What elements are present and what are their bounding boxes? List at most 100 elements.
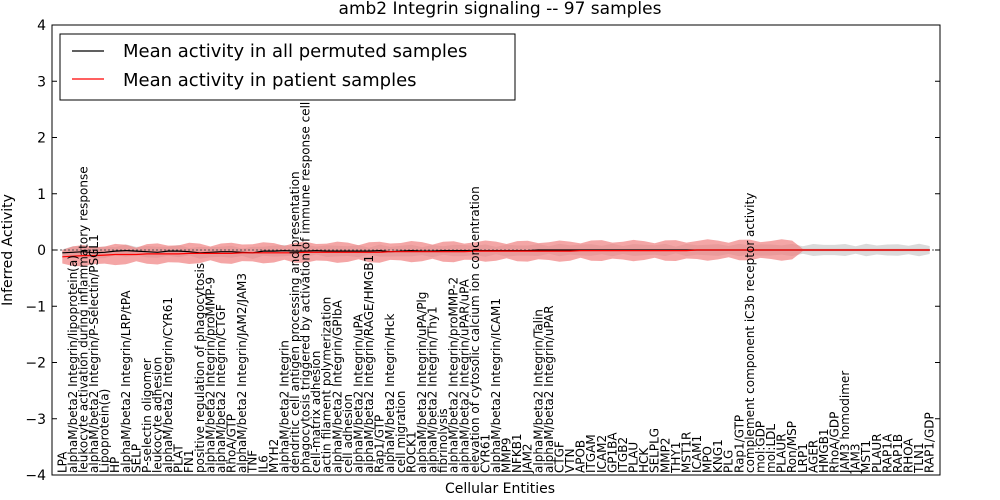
y-tick-label: 2 [37,131,46,147]
y-tick-label: 4 [37,18,46,34]
entity-label: PLAUR [870,433,884,473]
entity-label: Ron/MSP [785,421,799,473]
entity-label: mol:GDP [754,421,768,473]
entity-label: APOB [574,440,588,473]
entity-label: ITGAM [584,434,598,473]
entity-label: JAM2 [521,443,535,474]
entity-label: NFKB1 [510,433,524,473]
entity-label: JAM3 [849,444,863,475]
entity-label: TNF [246,450,260,474]
y-ticks: −4 −3 −2 −1 0 1 2 3 4 [25,18,940,484]
entity-label: RAP1/GDP [923,412,937,473]
entity-label: PLAT [172,444,186,473]
entity-label: HCK [637,447,651,473]
entity-label: MYH2 [267,439,281,473]
entity-label: cell adhesion [341,394,355,473]
entity-label: VTN [563,448,577,473]
entity-label: mol:LDL [764,424,778,473]
entity-label: KNG1 [711,439,725,473]
entity-label: SELP [129,444,143,473]
entity-label: alphaM/beta2 Integrin/Talin [531,309,545,473]
entity-label: fibrinolysis [436,408,450,473]
y-tick-label: 0 [37,243,46,259]
entity-label: SELPLG [648,428,662,473]
entity-label: TLN1 [912,442,926,474]
entity-label: alphaM/beta2 Integrin [277,340,291,473]
patient-band [62,239,930,267]
series-layer [62,249,930,258]
y-tick-label: −4 [25,468,46,484]
entity-label: MMP9 [500,437,514,473]
entity-label: phagocytosis triggered by activation of … [299,54,313,473]
entity-label: elevation of cytosolic calcium ion conce… [468,186,482,473]
entity-label: RhoA/GDP [828,412,842,473]
entity-label: RHOA [902,437,916,473]
entity-label: CTGF [553,441,567,473]
entity-label: RAP1A [880,433,894,473]
entity-label: ITGB2 [616,437,630,473]
entity-label: CYR61 [478,434,492,473]
entity-label: alphaM/beta2 Integrin/GPIbA [330,299,344,473]
y-axis-title: Inferred Activity [0,194,16,306]
entity-label: IL6 [256,455,270,473]
legend: Mean activity in all permuted samples Me… [59,33,516,101]
entity-label: alphaM/beta2 Integrin/JAM2/JAM3 [235,273,249,473]
entity-label: alphaM/beta2 Integrin/uPAR [542,305,556,473]
entity-label: alphaM/beta2 Integrin/uPAR/uPA [457,278,471,473]
y-tick-label: −3 [25,412,46,428]
y-tick-label: −1 [25,299,46,315]
entity-label: GP1BA [605,432,619,473]
legend-label-permuted: Mean activity in all permuted samples [123,41,467,62]
entity-label: PLG [722,450,736,473]
entity-label: alphaM/beta2 Integrin/uPA [352,313,366,473]
series-line-patient [62,249,930,258]
entity-label: alphaM/beta2 Integrin/lipoprotein(a) [66,255,80,473]
entity-label: alphaM/beta2 Integrin/CYR61 [161,297,175,473]
entity-label: complement component iC3b receptor activ… [743,193,757,473]
entity-label: MPO [701,446,715,473]
y-tick-label: 3 [37,74,46,90]
legend-box [59,33,516,101]
y-tick-label: 1 [37,187,46,203]
entity-label: JAM3 homodimer [838,371,852,474]
entity-label: alphaM/beta2 Integrin/RAGE/HMGB1 [362,255,376,473]
entity-label: MST1 [859,440,873,473]
patient-band-layer [62,239,930,267]
entity-label: THY1 [669,442,683,474]
entity-label: LRP1 [796,443,810,473]
entity-label: HP [108,457,122,473]
entity-label: alphaM/beta2 Integrin/ICAM1 [489,298,503,473]
entity-label: HMGB1 [817,428,831,473]
entity-label: alphaM/beta2 Integrin/proMMP-9 [203,277,217,473]
entity-label: Rap1/GTP [732,415,746,473]
entity-label: cell-matrix adhesion [309,351,323,473]
entity-label: FN1 [182,449,196,473]
chart-title: amb2 Integrin signaling -- 97 samples [339,0,662,19]
entity-label: alphaM/beta2 Integrin/LRP/tPA [119,290,133,473]
entity-label: dendritic cell antigen processing and pr… [288,171,302,473]
entity-label: positive regulation of phagocytosis [193,263,207,473]
entity-label: alphaM/beta2 Integrin/Hck [383,313,397,473]
entity-label: MMP2 [658,437,672,473]
entity-label: alphaM/beta2 Integrin/proMMP-2 [447,277,461,473]
entity-label: RhoA/GTP [225,414,239,473]
entity-label: P-selectin oligomer [140,358,154,473]
entity-label: Rap1/GTP [373,415,387,473]
entity-label: leukocyte activation during inflammatory… [76,166,90,473]
entity-label: leukocyte adhesion [151,357,165,473]
entity-label: alphaM/beta2 Integrin/Thy1 [426,306,440,473]
entity-label: ICAM1 [690,435,704,473]
y-tick-label: −2 [25,356,46,372]
entity-label: alphaM/beta2 Integrin/CTGF [214,304,228,473]
entity-label: MST1R [679,432,693,473]
entity-label: alphaM/beta2 Integrin/uPA/Plg [415,292,429,473]
entity-label: LPA [55,451,69,473]
entity-label: ROCK1 [404,431,418,473]
entity-label: alphaM/beta2 Integrin/P-Selectin/PSGL1 [87,234,101,473]
entity-label: Lipoprotein(a) [98,389,112,473]
legend-label-patient: Mean activity in patient samples [123,70,417,91]
entity-label: RAP1B [891,434,905,473]
entity-label: ICAM2 [595,435,609,473]
